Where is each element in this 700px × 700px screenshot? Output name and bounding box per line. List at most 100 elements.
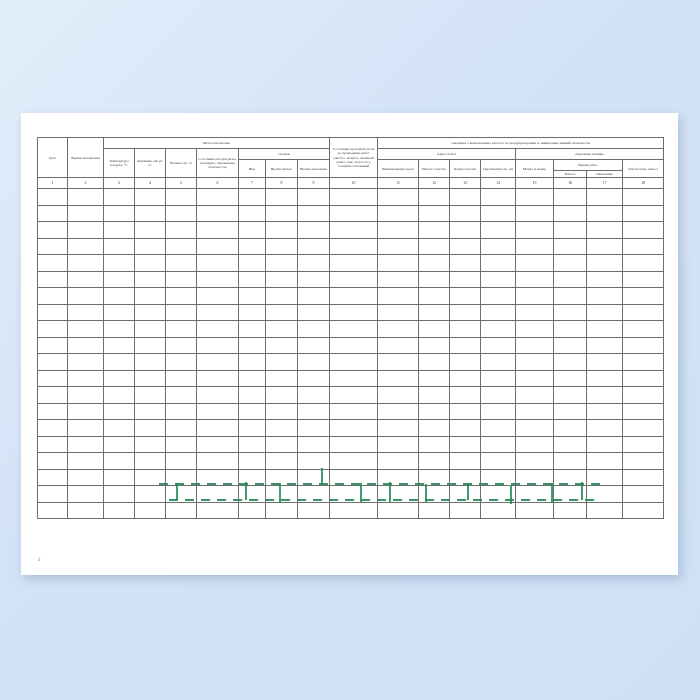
table-cell[interactable] <box>134 468 166 487</box>
table-cell[interactable] <box>296 221 331 239</box>
table-cell[interactable] <box>586 237 624 256</box>
table-cell[interactable] <box>622 485 665 503</box>
table-cell[interactable] <box>134 254 166 272</box>
table-cell[interactable] <box>265 204 298 223</box>
table-cell[interactable] <box>480 452 517 470</box>
table-cell[interactable] <box>196 485 239 503</box>
table-cell[interactable] <box>296 353 331 371</box>
table-cell[interactable] <box>449 204 482 223</box>
table-cell[interactable] <box>238 419 266 437</box>
table-cell[interactable] <box>37 485 68 503</box>
table-cell[interactable] <box>449 237 482 256</box>
table-cell[interactable] <box>418 237 451 256</box>
table-cell[interactable] <box>265 468 298 487</box>
table-cell[interactable] <box>553 270 588 289</box>
table-cell[interactable] <box>622 237 665 256</box>
table-cell[interactable] <box>103 369 135 388</box>
table-cell[interactable] <box>37 204 68 223</box>
table-cell[interactable] <box>134 270 166 289</box>
table-cell[interactable] <box>67 369 104 388</box>
table-cell[interactable] <box>553 501 588 520</box>
table-cell[interactable] <box>296 485 331 503</box>
table-cell[interactable] <box>103 204 135 223</box>
table-cell[interactable] <box>586 320 624 338</box>
table-cell[interactable] <box>377 452 420 470</box>
table-cell[interactable] <box>553 419 588 437</box>
table-cell[interactable] <box>480 419 517 437</box>
table-cell[interactable] <box>622 221 665 239</box>
table-cell[interactable] <box>196 287 239 305</box>
table-cell[interactable] <box>238 485 266 503</box>
table-cell[interactable] <box>265 336 298 355</box>
table-cell[interactable] <box>515 221 555 239</box>
table-cell[interactable] <box>553 303 588 322</box>
table-cell[interactable] <box>553 237 588 256</box>
table-cell[interactable] <box>238 353 266 371</box>
table-cell[interactable] <box>37 501 68 520</box>
table-cell[interactable] <box>515 369 555 388</box>
table-cell[interactable] <box>67 468 104 487</box>
table-cell[interactable] <box>67 419 104 437</box>
table-cell[interactable] <box>586 452 624 470</box>
table-cell[interactable] <box>238 270 266 289</box>
table-cell[interactable] <box>377 287 420 305</box>
table-cell[interactable] <box>238 452 266 470</box>
table-row[interactable] <box>37 402 665 421</box>
table-cell[interactable] <box>480 353 517 371</box>
table-cell[interactable] <box>586 435 624 454</box>
table-cell[interactable] <box>296 237 331 256</box>
table-cell[interactable] <box>37 320 68 338</box>
table-cell[interactable] <box>418 320 451 338</box>
table-cell[interactable] <box>196 270 239 289</box>
table-cell[interactable] <box>196 237 239 256</box>
table-cell[interactable] <box>329 237 379 256</box>
table-cell[interactable] <box>622 204 665 223</box>
table-cell[interactable] <box>265 320 298 338</box>
table-cell[interactable] <box>449 188 482 206</box>
table-cell[interactable] <box>134 204 166 223</box>
table-cell[interactable] <box>480 237 517 256</box>
table-cell[interactable] <box>196 254 239 272</box>
table-cell[interactable] <box>103 287 135 305</box>
table-cell[interactable] <box>238 303 266 322</box>
table-cell[interactable] <box>37 452 68 470</box>
table-cell[interactable] <box>103 435 135 454</box>
table-cell[interactable] <box>515 386 555 404</box>
table-cell[interactable] <box>103 419 135 437</box>
table-cell[interactable] <box>515 188 555 206</box>
table-cell[interactable] <box>296 452 331 470</box>
table-cell[interactable] <box>377 386 420 404</box>
table-cell[interactable] <box>377 468 420 487</box>
table-cell[interactable] <box>196 188 239 206</box>
table-cell[interactable] <box>449 419 482 437</box>
table-cell[interactable] <box>586 221 624 239</box>
table-cell[interactable] <box>238 204 266 223</box>
table-cell[interactable] <box>67 320 104 338</box>
table-cell[interactable] <box>449 386 482 404</box>
table-cell[interactable] <box>37 188 68 206</box>
table-cell[interactable] <box>37 237 68 256</box>
table-cell[interactable] <box>449 468 482 487</box>
table-cell[interactable] <box>480 468 517 487</box>
table-cell[interactable] <box>553 336 588 355</box>
table-cell[interactable] <box>329 468 379 487</box>
table-cell[interactable] <box>515 468 555 487</box>
table-cell[interactable] <box>103 353 135 371</box>
table-cell[interactable] <box>515 204 555 223</box>
table-cell[interactable] <box>196 468 239 487</box>
table-cell[interactable] <box>449 369 482 388</box>
table-cell[interactable] <box>622 336 665 355</box>
table-cell[interactable] <box>480 204 517 223</box>
table-cell[interactable] <box>165 501 197 520</box>
table-cell[interactable] <box>265 221 298 239</box>
table-cell[interactable] <box>480 369 517 388</box>
table-cell[interactable] <box>586 501 624 520</box>
table-cell[interactable] <box>622 369 665 388</box>
table-cell[interactable] <box>377 419 420 437</box>
table-cell[interactable] <box>377 320 420 338</box>
table-cell[interactable] <box>196 369 239 388</box>
table-cell[interactable] <box>329 419 379 437</box>
table-cell[interactable] <box>622 452 665 470</box>
table-cell[interactable] <box>165 468 197 487</box>
table-cell[interactable] <box>480 320 517 338</box>
